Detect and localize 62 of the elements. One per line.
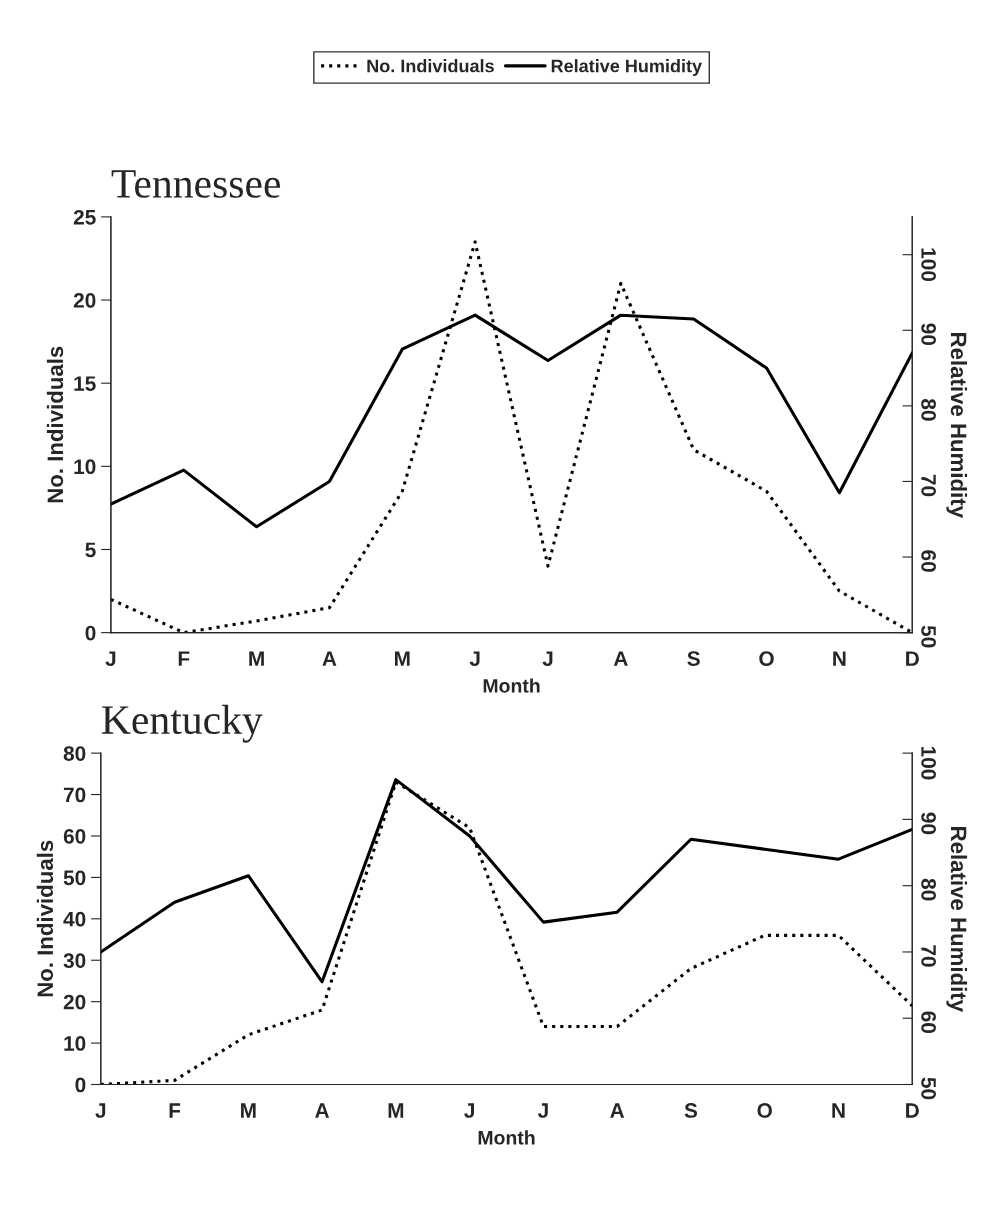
x-tick-label: N — [832, 1103, 845, 1118]
x-tick-label: J — [537, 1103, 548, 1118]
y2-tick-label: 80 — [921, 878, 936, 901]
x-axis-title: Month — [483, 678, 540, 693]
y-tick-label: 25 — [73, 209, 96, 225]
y-tick-label: 30 — [63, 953, 86, 969]
x-tick-label: A — [610, 1103, 625, 1118]
legend-label: No. Individuals — [367, 59, 494, 73]
legend-label: Relative Humidity — [551, 59, 702, 76]
y-axis-title: No. Individuals — [36, 840, 54, 997]
y2-tick-label: 70 — [921, 945, 936, 967]
x-tick-label: J — [469, 651, 480, 666]
x-axis-title: Month — [478, 1130, 535, 1145]
y-tick-label: 50 — [63, 870, 86, 886]
x-tick-label: J — [95, 1103, 106, 1118]
x-tick-label: A — [613, 651, 628, 666]
y2-tick-label: 100 — [921, 248, 936, 282]
x-tick-label: M — [249, 651, 264, 666]
y2-axis-title: Relative Humidity — [946, 333, 968, 518]
x-tick-label: S — [687, 651, 700, 666]
y-tick-label: 80 — [63, 746, 86, 761]
x-tick-label: D — [906, 651, 919, 666]
y-tick-label: 15 — [74, 376, 96, 391]
y2-tick-label: 60 — [921, 1011, 936, 1033]
y-tick-label: 20 — [73, 293, 96, 308]
y2-tick-label: 90 — [921, 812, 936, 835]
x-tick-label: M — [388, 1103, 404, 1118]
x-tick-label: F — [169, 1103, 181, 1118]
y-tick-label: 10 — [74, 459, 96, 475]
x-tick-label: J — [464, 1103, 475, 1118]
x-tick-label: A — [315, 1103, 330, 1118]
x-tick-label: A — [322, 651, 337, 666]
y-tick-label: 60 — [63, 828, 86, 844]
x-tick-label: J — [105, 651, 116, 666]
y-tick-label: 20 — [63, 994, 86, 1010]
x-tick-label: N — [833, 651, 846, 666]
y2-tick-label: 50 — [921, 625, 936, 648]
x-tick-label: O — [757, 1103, 772, 1118]
y-tick-label: 5 — [85, 542, 96, 558]
y2-tick-label: 80 — [921, 398, 936, 421]
line-series — [100, 780, 913, 1085]
x-tick-label: M — [395, 651, 410, 666]
x-tick-label: S — [684, 1103, 698, 1118]
x-tick-label: M — [241, 1103, 256, 1118]
y2-axis-title: Relative Humidity — [946, 827, 968, 1012]
y-tick-label: 0 — [75, 1077, 86, 1093]
y-axis-title: No. Individuals — [46, 346, 64, 503]
y-tick-label: 70 — [63, 787, 86, 803]
x-tick-label: J — [542, 651, 553, 666]
chart-title: Kentucky — [102, 704, 263, 743]
y2-tick-label: 90 — [921, 323, 936, 346]
y2-tick-label: 70 — [921, 474, 936, 497]
y2-tick-label: 50 — [921, 1077, 936, 1100]
x-tick-label: F — [178, 651, 190, 666]
y2-tick-label: 60 — [921, 550, 936, 572]
x-tick-label: D — [906, 1103, 919, 1118]
y-tick-label: 40 — [63, 911, 86, 927]
chart-title: Tennessee — [111, 170, 281, 198]
x-tick-label: O — [759, 651, 774, 666]
y-tick-label: 10 — [64, 1036, 86, 1051]
y2-tick-label: 100 — [921, 746, 936, 780]
y-tick-label: 0 — [85, 625, 96, 641]
